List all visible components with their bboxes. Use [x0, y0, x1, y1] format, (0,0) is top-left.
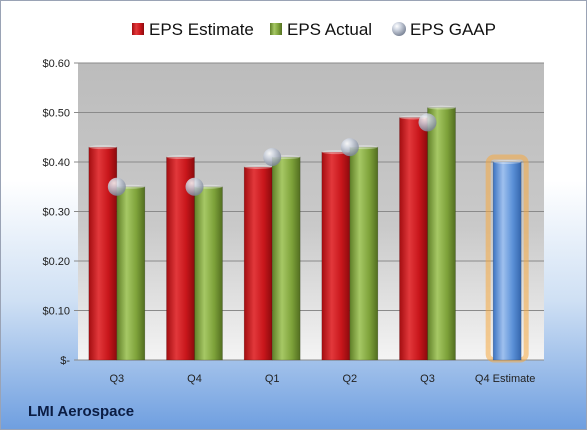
y-tick-label: $0.60 — [42, 58, 70, 70]
eps-actual-bar — [349, 146, 379, 361]
legend-label: EPS Estimate — [149, 20, 254, 39]
company-name: LMI Aerospace — [28, 403, 135, 420]
eps-estimate-bar-top — [88, 145, 117, 150]
eps-gaap-marker — [418, 113, 437, 132]
eps-actual-bar — [427, 107, 456, 361]
eps-gaap-marker — [107, 177, 126, 196]
x-tick-label: Q3 — [420, 373, 435, 385]
legend-actual-square-icon — [270, 23, 282, 35]
x-tick-label: Q3 — [109, 373, 124, 385]
eps-estimate-bar-top — [166, 155, 195, 160]
eps-actual-bar — [194, 186, 223, 361]
y-tick-label: $0.30 — [42, 207, 70, 219]
eps-actual-bar-top — [427, 105, 456, 110]
x-tick-label: Q4 Estimate — [475, 373, 536, 385]
eps-gaap-marker — [263, 148, 282, 167]
y-tick-label: $0.20 — [42, 256, 70, 268]
eps-actual-bar — [116, 186, 146, 361]
y-tick-label: $0.40 — [42, 157, 70, 169]
x-tick-label: Q4 — [187, 373, 202, 385]
eps-gaap-marker — [185, 177, 204, 196]
x-tick-label: Q2 — [342, 373, 357, 385]
y-tick-label: $- — [60, 355, 70, 367]
y-tick-label: $0.50 — [42, 108, 70, 120]
legend-gaap-sphere-icon — [392, 22, 406, 36]
eps-estimate-bar-top — [244, 164, 273, 169]
q4-estimate-bar-top — [493, 160, 522, 164]
eps-estimate-bar — [321, 151, 351, 361]
y-tick-label: $0.10 — [42, 306, 70, 318]
eps-estimate-bar — [399, 117, 428, 361]
legend-label: EPS GAAP — [410, 20, 496, 39]
legend-estimate-square-icon — [132, 23, 144, 35]
eps-gaap-marker — [340, 138, 359, 157]
eps-actual-bar — [271, 156, 301, 361]
q4-estimate-bar — [492, 161, 522, 361]
eps-estimate-bar — [243, 166, 273, 361]
x-tick-label: Q1 — [265, 373, 280, 385]
legend-label: EPS Actual — [287, 20, 372, 39]
